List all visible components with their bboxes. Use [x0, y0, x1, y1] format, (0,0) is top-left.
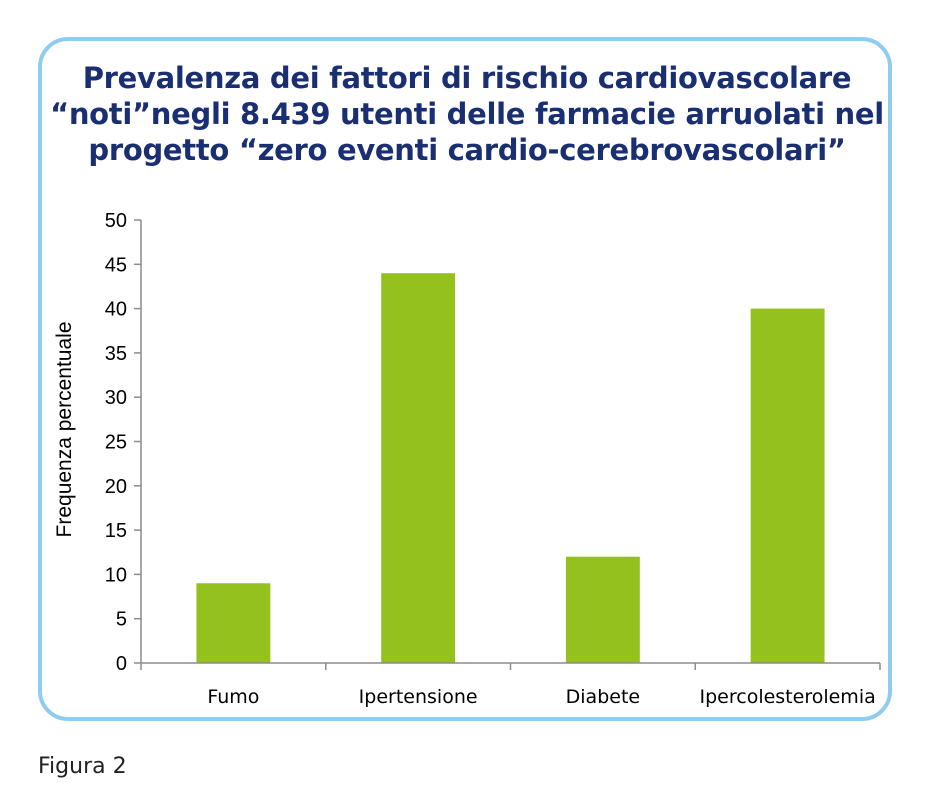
bars — [196, 273, 825, 663]
y-tick-label: 25 — [105, 432, 127, 454]
x-tick-label: Ipertensione — [359, 686, 478, 708]
y-tick-label: 15 — [105, 520, 127, 542]
y-tick-label: 30 — [105, 387, 127, 409]
y-tick-label: 45 — [105, 254, 127, 276]
bar-ipertensione — [381, 273, 456, 663]
bar-fumo — [196, 583, 271, 663]
bar-diabete — [565, 556, 640, 663]
chart-title-line-3: progetto “zero eventi cardio-cerebrovasc… — [88, 133, 846, 167]
bar-ipercolesterolemia — [750, 308, 825, 663]
x-tick-label: Diabete — [566, 686, 640, 708]
y-tick-label: 10 — [105, 564, 127, 586]
y-tick-label: 35 — [105, 343, 127, 365]
y-tick-label: 0 — [116, 653, 127, 675]
y-tick-label: 40 — [105, 299, 127, 321]
y-tick-label: 20 — [105, 476, 127, 498]
chart-title: Prevalenza dei fattori di rischio cardio… — [38, 60, 896, 168]
figure-caption: Figura 2 — [38, 754, 127, 779]
y-tick-label: 5 — [116, 609, 127, 631]
chart-title-line-1: Prevalenza dei fattori di rischio cardio… — [82, 61, 852, 95]
chart-title-line-2: “noti”negli 8.439 utenti delle farmacie … — [50, 97, 884, 131]
y-tick-label: 50 — [105, 210, 127, 232]
x-axis-ticks: Fumo Ipertensione Diabete Ipercolesterolemi… — [140, 663, 881, 708]
x-tick-label: Fumo — [207, 686, 259, 708]
x-tick-label: Ipercolesterolemia — [700, 686, 876, 708]
y-axis-ticks: 0 5 10 15 20 25 30 35 40 45 50 — [105, 210, 141, 675]
y-axis-label: Frequenza percentuale — [53, 322, 76, 538]
chart-frame — [38, 37, 892, 721]
